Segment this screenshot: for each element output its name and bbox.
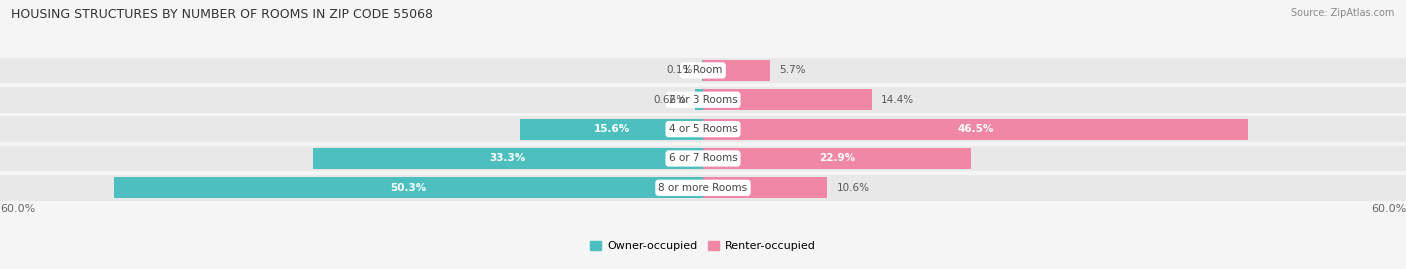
Text: 33.3%: 33.3% xyxy=(489,154,526,164)
Bar xyxy=(703,119,1249,140)
Bar xyxy=(703,148,972,169)
Bar xyxy=(0,175,1406,201)
Bar xyxy=(703,60,770,81)
Text: 15.6%: 15.6% xyxy=(593,124,630,134)
Bar xyxy=(0,58,1406,83)
Bar xyxy=(0,146,1406,171)
Text: 8 or more Rooms: 8 or more Rooms xyxy=(658,183,748,193)
Text: 60.0%: 60.0% xyxy=(1371,204,1406,214)
Bar xyxy=(0,116,1406,142)
Text: 46.5%: 46.5% xyxy=(957,124,994,134)
Bar xyxy=(114,177,703,198)
Bar xyxy=(703,177,827,198)
Text: 0.66%: 0.66% xyxy=(652,95,686,105)
Text: 2 or 3 Rooms: 2 or 3 Rooms xyxy=(669,95,737,105)
Text: 60.0%: 60.0% xyxy=(0,204,35,214)
Text: 6 or 7 Rooms: 6 or 7 Rooms xyxy=(669,154,737,164)
Bar xyxy=(520,119,703,140)
Text: Source: ZipAtlas.com: Source: ZipAtlas.com xyxy=(1291,8,1395,18)
Bar xyxy=(314,148,703,169)
Legend: Owner-occupied, Renter-occupied: Owner-occupied, Renter-occupied xyxy=(586,236,820,256)
Bar xyxy=(703,89,872,110)
Text: 22.9%: 22.9% xyxy=(820,154,855,164)
Text: 14.4%: 14.4% xyxy=(882,95,914,105)
Bar xyxy=(0,87,1406,112)
Text: 4 or 5 Rooms: 4 or 5 Rooms xyxy=(669,124,737,134)
Text: 10.6%: 10.6% xyxy=(837,183,869,193)
Text: 1 Room: 1 Room xyxy=(683,65,723,75)
Text: 0.1%: 0.1% xyxy=(666,65,693,75)
Text: 5.7%: 5.7% xyxy=(779,65,806,75)
Bar xyxy=(696,89,703,110)
Text: HOUSING STRUCTURES BY NUMBER OF ROOMS IN ZIP CODE 55068: HOUSING STRUCTURES BY NUMBER OF ROOMS IN… xyxy=(11,8,433,21)
Text: 50.3%: 50.3% xyxy=(391,183,426,193)
